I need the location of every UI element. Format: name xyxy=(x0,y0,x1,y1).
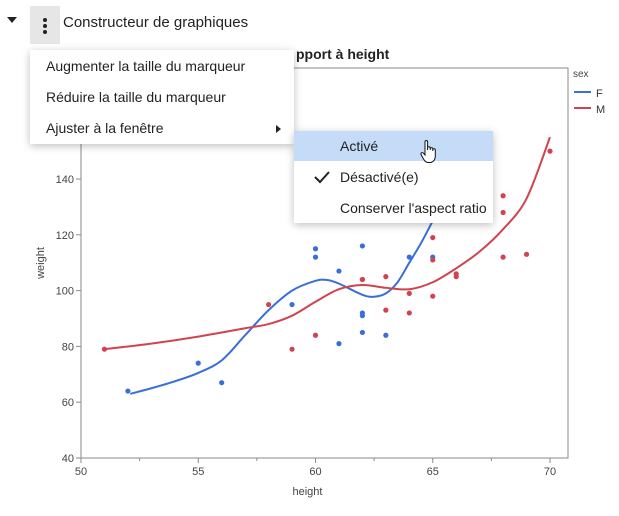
data-point-M[interactable] xyxy=(289,346,295,352)
chart-title: pport à height xyxy=(296,46,390,62)
menu-item-increase-marker[interactable]: Augmenter la taille du marqueur xyxy=(46,58,246,74)
plot-frame xyxy=(80,67,569,459)
hand-pointer-cursor-icon xyxy=(420,140,436,163)
data-point-F[interactable] xyxy=(336,341,342,347)
caret-down-icon[interactable] xyxy=(7,17,17,23)
x-tick-label: 55 xyxy=(192,466,204,478)
data-point-M[interactable] xyxy=(547,148,553,154)
data-point-F[interactable] xyxy=(289,301,295,308)
kebab-menu-button[interactable] xyxy=(30,6,60,44)
menu-item-fit-to-window[interactable]: Ajuster à la fenêtre xyxy=(46,120,164,136)
smoother-line-M xyxy=(104,136,551,351)
data-point-M[interactable] xyxy=(500,254,506,260)
data-point-F[interactable] xyxy=(219,380,225,386)
data-point-F[interactable] xyxy=(125,388,131,394)
chart-builder-header: Constructeur de graphiques xyxy=(0,0,619,44)
data-point-F[interactable] xyxy=(359,313,365,319)
data-point-M[interactable] xyxy=(453,274,459,280)
x-tick-label: 50 xyxy=(75,466,87,478)
data-point-M[interactable] xyxy=(430,293,436,299)
submenu-item-label: Activé xyxy=(340,138,379,154)
data-point-F[interactable] xyxy=(359,329,365,336)
legend-title: sex xyxy=(573,69,589,80)
checkmark-icon xyxy=(314,171,330,184)
y-tick-label: 120 xyxy=(56,230,74,242)
y-tick-label: 140 xyxy=(56,174,74,186)
kebab-dot xyxy=(43,30,47,34)
x-axis-label: height xyxy=(293,486,323,498)
x-tick-label: 60 xyxy=(309,466,321,478)
x-tick-label: 65 xyxy=(427,466,439,478)
data-point-M[interactable] xyxy=(266,301,272,308)
submenu-item-enabled[interactable]: Activé xyxy=(294,131,493,161)
data-point-F[interactable] xyxy=(336,268,342,274)
smoother-line-F xyxy=(129,220,434,395)
submenu-item-label: Conserver l'aspect ratio xyxy=(340,200,487,216)
fit-window-submenu: Activé Désactivé(e) Conserver l'aspect r… xyxy=(294,131,493,223)
submenu-item-label: Désactivé(e) xyxy=(340,169,419,185)
data-point-M[interactable] xyxy=(312,332,319,338)
data-point-M[interactable] xyxy=(430,234,436,241)
panel-title: Constructeur de graphiques xyxy=(63,14,249,31)
x-tick-label: 70 xyxy=(544,466,556,478)
data-point-F[interactable] xyxy=(406,254,412,260)
data-point-F[interactable] xyxy=(359,243,365,249)
menu-item-decrease-marker[interactable]: Réduire la taille du marqueur xyxy=(46,89,226,105)
data-point-M[interactable] xyxy=(383,274,389,280)
data-point-M[interactable] xyxy=(500,193,506,199)
data-point-M[interactable] xyxy=(406,310,412,316)
kebab-menu-icon xyxy=(43,18,47,22)
submenu-item-keep-aspect-ratio[interactable]: Conserver l'aspect ratio xyxy=(294,193,493,223)
y-tick-label: 100 xyxy=(56,286,74,298)
data-point-F[interactable] xyxy=(195,360,201,366)
y-tick-label: 80 xyxy=(62,341,74,353)
submenu-item-disabled[interactable]: Désactivé(e) xyxy=(294,162,493,192)
legend-label-M[interactable]: M xyxy=(596,104,605,116)
y-tick-label: 40 xyxy=(62,453,74,465)
data-point-M[interactable] xyxy=(359,276,365,283)
data-point-F[interactable] xyxy=(312,254,319,260)
data-point-F[interactable] xyxy=(312,246,319,252)
data-point-F[interactable] xyxy=(383,332,389,338)
y-tick-label: 60 xyxy=(62,397,74,409)
legend-label-F[interactable]: F xyxy=(596,88,603,100)
context-menu: Augmenter la taille du marqueur Réduire … xyxy=(30,50,294,144)
data-point-M[interactable] xyxy=(523,251,530,257)
kebab-dot xyxy=(43,24,47,28)
data-point-M[interactable] xyxy=(500,209,506,216)
submenu-arrow-icon xyxy=(276,125,281,133)
data-point-M[interactable] xyxy=(383,307,389,313)
data-point-M[interactable] xyxy=(101,346,108,352)
y-axis-label: weight xyxy=(35,247,47,280)
data-point-M[interactable] xyxy=(406,290,412,296)
data-point-M[interactable] xyxy=(430,257,436,263)
